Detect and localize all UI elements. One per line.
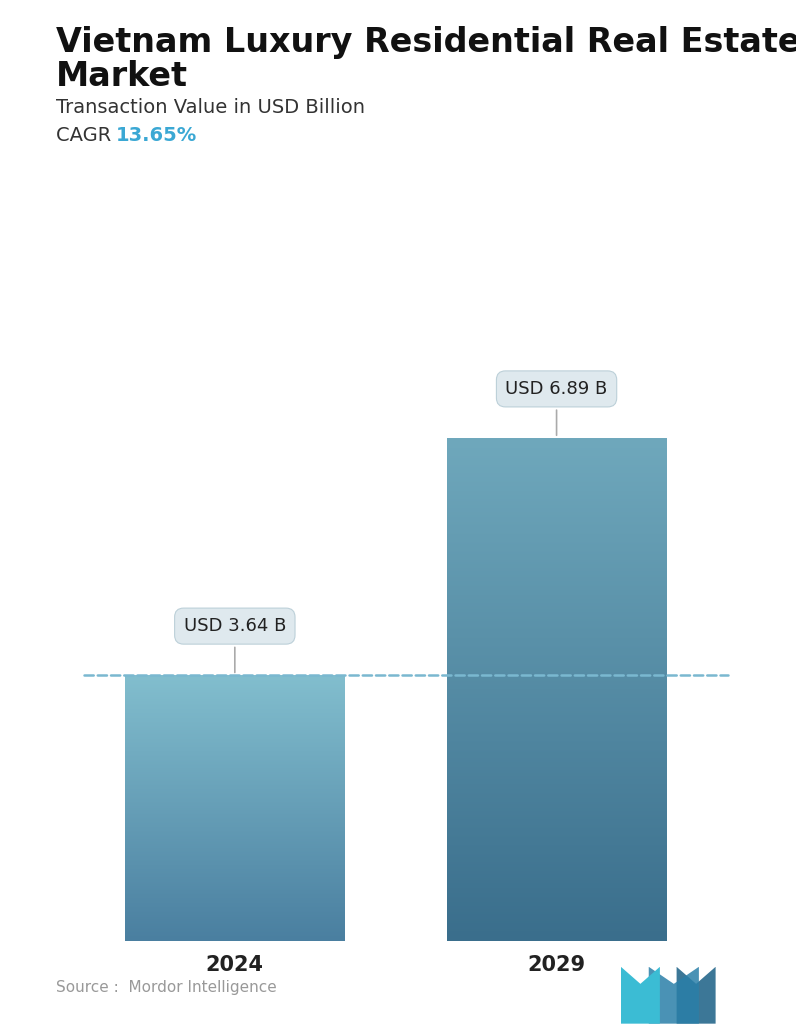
Text: CAGR: CAGR bbox=[56, 126, 123, 145]
Text: Source :  Mordor Intelligence: Source : Mordor Intelligence bbox=[56, 979, 276, 995]
Text: USD 3.64 B: USD 3.64 B bbox=[184, 617, 286, 672]
Polygon shape bbox=[649, 967, 699, 1024]
Text: Vietnam Luxury Residential Real Estate: Vietnam Luxury Residential Real Estate bbox=[56, 26, 796, 59]
Text: 13.65%: 13.65% bbox=[115, 126, 197, 145]
Text: Transaction Value in USD Billion: Transaction Value in USD Billion bbox=[56, 98, 365, 117]
Polygon shape bbox=[677, 967, 716, 1024]
Polygon shape bbox=[621, 967, 660, 1024]
Text: USD 6.89 B: USD 6.89 B bbox=[505, 379, 607, 435]
Text: Market: Market bbox=[56, 60, 188, 93]
